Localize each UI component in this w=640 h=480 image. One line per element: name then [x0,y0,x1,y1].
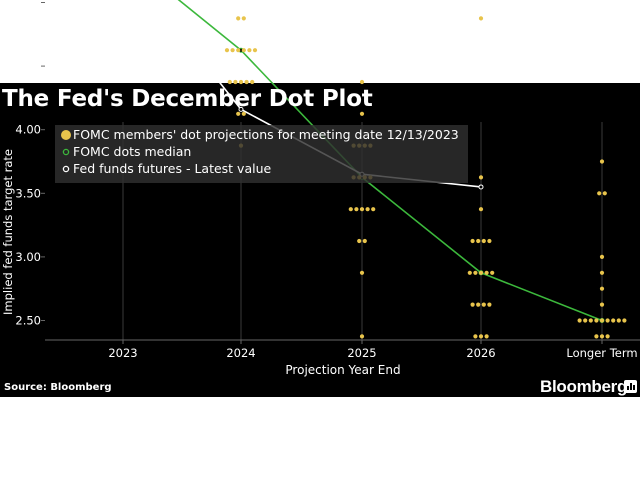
projection-dot [616,318,621,323]
projection-dot [476,238,481,244]
bloomberg-chart-icon [624,380,637,393]
projection-dot [594,334,599,339]
projection-dot [359,79,365,85]
projection-dot [476,302,481,307]
projection-dot [478,270,484,275]
projection-dot [597,191,602,196]
legend: FOMC members' dot projections for meetin… [55,125,468,183]
projection-dot [577,318,582,323]
projection-dot [247,48,252,53]
source-note: Source: Bloomberg [4,382,112,393]
legend-box [55,125,468,183]
projection-dot [478,16,484,21]
projection-dot [599,270,605,275]
projection-dot [599,286,605,291]
projection-dot [599,254,605,259]
projection-dot [227,79,232,85]
projection-dot [252,48,258,53]
projection-dot [470,238,475,244]
projection-dot [599,159,605,164]
projection-dot [484,270,489,275]
projection-dot [348,207,353,212]
y-tick-label: 4.50 [15,59,41,73]
projection-dot [362,238,367,244]
x-tick-label: 2025 [347,346,376,360]
projection-dot [599,302,605,307]
projection-dot [478,207,484,212]
projection-dot [241,16,246,21]
projection-dot [359,111,365,116]
legend-marker-futures [62,165,70,173]
projection-dot [478,175,484,180]
projection-dot [241,48,246,53]
projection-dot [238,79,244,85]
y-tick-label: 4.00 [15,123,41,137]
projection-dot [605,334,610,339]
projection-dot [224,48,230,53]
legend-label: FOMC dots median [73,144,191,159]
projection-dot [605,318,610,323]
projection-dot [236,16,241,21]
projection-dot [470,302,475,307]
projection-dot [365,207,370,212]
axes: 2.503.003.504.004.505.005.50202320242025… [1,0,640,377]
x-axis-title: Projection Year End [285,363,400,377]
legend-label: FOMC members' dot projections for meetin… [73,127,459,142]
dot-plot-chart: 2.503.003.504.004.505.005.50202320242025… [1,0,640,377]
projection-dot [359,334,365,339]
projection-dot [467,270,472,275]
projection-dot [236,48,241,53]
brand-logo: Bloomberg [540,377,628,396]
projection-dot [478,334,484,339]
projection-dot [599,318,605,323]
projection-dot [588,318,593,323]
projection-dot [473,334,478,339]
futures-point [238,106,244,112]
legend-marker-dots [61,130,71,140]
projection-dot [359,207,365,212]
projection-dot [490,270,495,275]
y-tick-label: 5.00 [15,0,41,10]
x-tick-label: Longer Term [566,346,637,360]
projection-dot [487,238,492,244]
projection-dot [473,270,478,275]
projection-dot [599,334,605,339]
projection-dot [481,238,486,244]
projection-dot [622,318,627,323]
x-tick-label: 2023 [108,346,137,360]
y-tick-label: 2.50 [15,314,41,328]
y-axis-title: Implied fed funds target rate [1,149,15,315]
projection-dot [594,318,599,323]
projection-dot [230,48,235,53]
y-tick-label: 3.50 [15,186,41,200]
x-tick-label: 2024 [226,346,255,360]
futures-point [478,184,484,190]
projection-dot [233,79,238,85]
projection-dot [354,207,359,212]
y-tick-label: 3.00 [15,250,41,264]
x-tick-label: 2026 [466,346,495,360]
projection-dot [484,334,489,339]
projection-dot [487,302,492,307]
chart-title: The Fed's December Dot Plot [2,86,373,112]
projection-dot [602,191,607,196]
projection-dot [371,207,376,212]
legend-marker-median [62,148,70,156]
projection-dot [583,318,588,323]
projection-dot [250,79,255,85]
projection-dot [611,318,616,323]
projection-dot [236,111,241,116]
projection-dot [357,238,362,244]
projection-dot [244,79,249,85]
projection-dot [359,270,365,275]
projection-dot [241,111,246,116]
legend-label: Fed funds futures - Latest value [73,161,271,176]
projection-dot [481,302,486,307]
